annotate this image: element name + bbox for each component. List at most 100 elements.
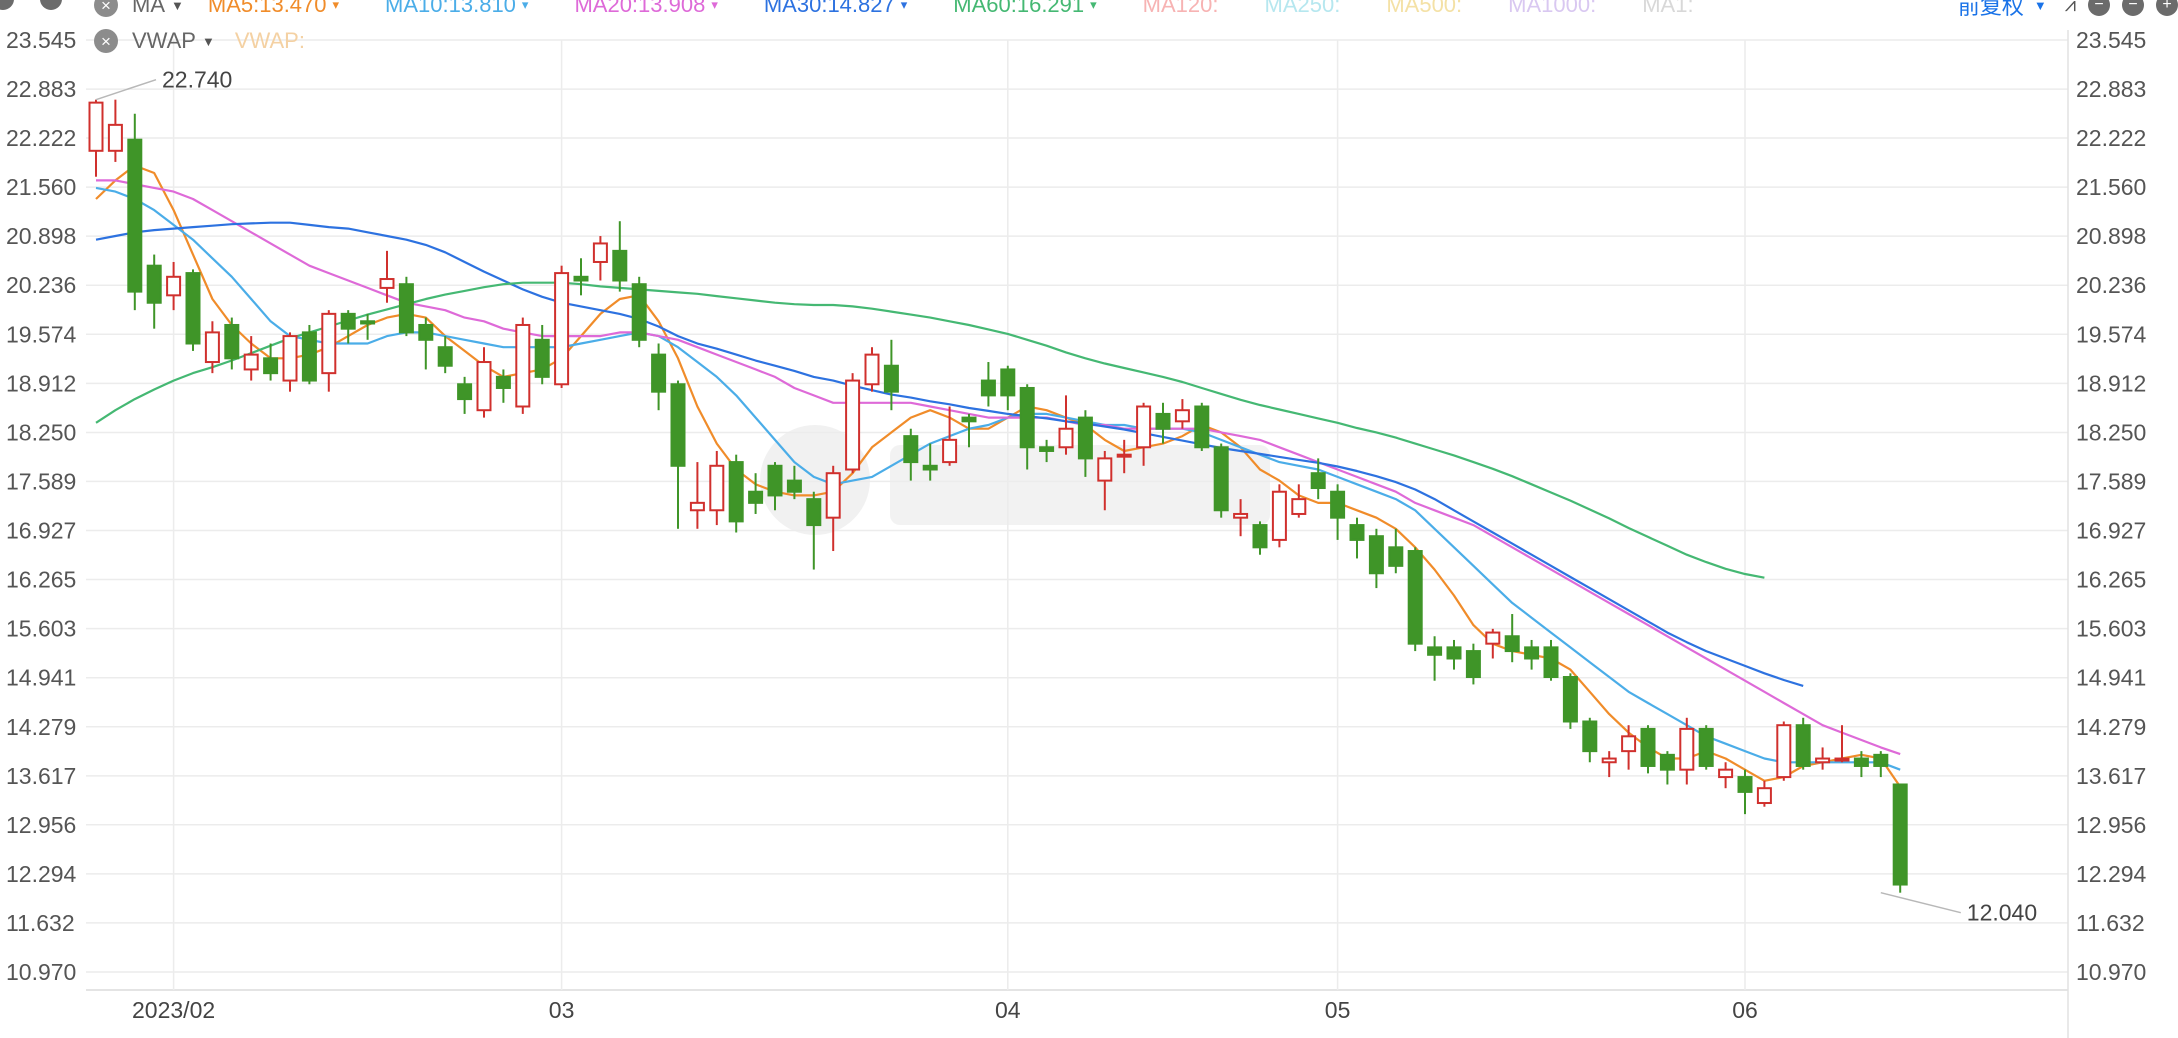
candle-body-down: [1252, 524, 1268, 549]
candle: [748, 473, 764, 514]
chart-controls: 前复权 ▼ ⩘ − − +: [1958, 0, 2178, 20]
candle-body-down: [573, 275, 589, 282]
zoom-in-icon[interactable]: +: [2156, 0, 2178, 16]
candle-body-down: [495, 375, 511, 389]
x-tick-label: 2023/02: [132, 997, 215, 1023]
close-vwap-icon[interactable]: ×: [94, 29, 118, 53]
candle-body-down: [224, 323, 240, 360]
candle: [1873, 751, 1889, 778]
candle-body-up: [166, 275, 182, 297]
y-tick-label-left: 17.589: [6, 468, 76, 494]
candle: [1039, 439, 1055, 463]
candle-body-up: [554, 272, 570, 386]
x-tick-label: 06: [1732, 997, 1758, 1023]
candle: [340, 310, 356, 344]
candle-body-down: [1698, 727, 1714, 767]
candle: [1330, 484, 1346, 540]
close-ma-icon[interactable]: ×: [94, 0, 118, 17]
ma-legend-item[interactable]: MA20:13.908 ▾: [574, 0, 717, 18]
candle: [107, 99, 123, 162]
candle-body-down: [1640, 727, 1656, 767]
settings-icon[interactable]: [40, 0, 62, 10]
grid-lines: [86, 30, 2069, 1038]
candle: [263, 343, 279, 381]
chart-type-icon[interactable]: ⩘: [2064, 0, 2076, 16]
ma-legend-item[interactable]: MA1:: [1642, 0, 1693, 18]
ma-legend-item[interactable]: MA10:13.810 ▾: [385, 0, 528, 18]
zoom-reset-icon[interactable]: −: [2122, 0, 2144, 16]
ma-legend-item[interactable]: MA60:16.291 ▾: [953, 0, 1096, 18]
ma-legend-item[interactable]: MA30:14.827 ▾: [764, 0, 907, 18]
indicator-selector[interactable]: MA ▼: [132, 0, 184, 18]
ma-legend-label: MA60:16.291: [953, 0, 1085, 17]
candle: [1000, 365, 1016, 411]
price-annotations: 22.740 12.040: [95, 67, 2037, 926]
y-tick-label-right: 18.250: [2076, 419, 2146, 445]
candle: [689, 462, 705, 529]
ma-legend-item[interactable]: MA5:13.470 ▾: [208, 0, 339, 18]
low-annotation-label: 12.040: [1967, 900, 2037, 926]
y-tick-label-right: 19.574: [2076, 321, 2147, 347]
candle: [282, 332, 298, 392]
candle-body-up: [1485, 631, 1501, 645]
y-tick-label-left: 22.883: [6, 76, 76, 102]
candle-body-up: [1291, 498, 1307, 515]
candle-body-down: [1388, 546, 1404, 567]
candle-body-up: [204, 331, 220, 364]
candle: [806, 491, 822, 570]
candle-body-down: [534, 338, 550, 378]
ma-legend-label: MA1:: [1642, 0, 1694, 17]
candle: [903, 428, 919, 481]
candle: [709, 450, 725, 526]
ma-line-ma20: [96, 179, 1901, 756]
ma-legend-item[interactable]: MA120:: [1143, 0, 1219, 18]
candle-body-down: [398, 283, 414, 334]
candle: [728, 454, 744, 533]
ma-legend-label: MA120:: [1142, 0, 1219, 17]
candle: [1465, 643, 1481, 685]
candle-body-down: [360, 320, 376, 325]
candle-body-down: [612, 249, 628, 282]
y-tick-label-right: 23.545: [2076, 27, 2146, 53]
candle: [1155, 402, 1171, 444]
candle-body-down: [1582, 720, 1598, 753]
adjust-mode-selector[interactable]: 前复权 ▼: [1958, 0, 2047, 21]
candle: [1524, 639, 1540, 670]
x-tick-label: 04: [995, 997, 1021, 1023]
ma-legend-items: MA5:13.470 ▾ MA10:13.810 ▾ MA20:13.908 ▾ MA30:…: [208, 0, 1740, 18]
candle-body-down: [1039, 446, 1055, 452]
candle: [767, 462, 783, 511]
candle-body-down: [806, 498, 822, 527]
candle-body-up: [1621, 735, 1637, 753]
candle: [1756, 780, 1772, 807]
candle-body-down: [1155, 412, 1171, 430]
candle-body-down: [1504, 635, 1520, 653]
candle: [146, 254, 162, 329]
y-tick-label-left: 12.956: [6, 812, 76, 838]
ma-legend-item[interactable]: MA250:: [1265, 0, 1341, 18]
candle-body-up: [243, 353, 259, 371]
zoom-out-icon[interactable]: −: [2088, 0, 2110, 16]
ma-legend-item[interactable]: MA1000:: [1508, 0, 1596, 18]
candle: [825, 465, 841, 552]
candle-body-down: [903, 435, 919, 464]
chevron-down-icon: ▼: [2033, 0, 2047, 13]
candle-body-down: [961, 416, 977, 423]
ma-legend-item[interactable]: MA500:: [1386, 0, 1462, 18]
candle-body-up: [1136, 405, 1152, 449]
candle: [515, 317, 531, 414]
candle: [864, 347, 880, 392]
candle: [1543, 639, 1559, 681]
ma-legend-label: MA10:13.810: [385, 0, 516, 17]
collapse-icon[interactable]: [0, 0, 14, 10]
candle-body-up: [1679, 727, 1695, 771]
y-tick-label-right: 20.898: [2076, 223, 2146, 249]
candle-body-down: [1077, 416, 1093, 460]
vwap-selector[interactable]: VWAP ▼: [132, 28, 215, 54]
candle-body-down: [651, 353, 667, 393]
ma-legend: × MA ▼ MA5:13.470 ▾ MA10:13.810 ▾ MA20:13.90…: [94, 0, 1740, 22]
candle-body-down: [1427, 646, 1443, 656]
candle-body-down: [1310, 472, 1326, 490]
candle: [495, 369, 511, 403]
